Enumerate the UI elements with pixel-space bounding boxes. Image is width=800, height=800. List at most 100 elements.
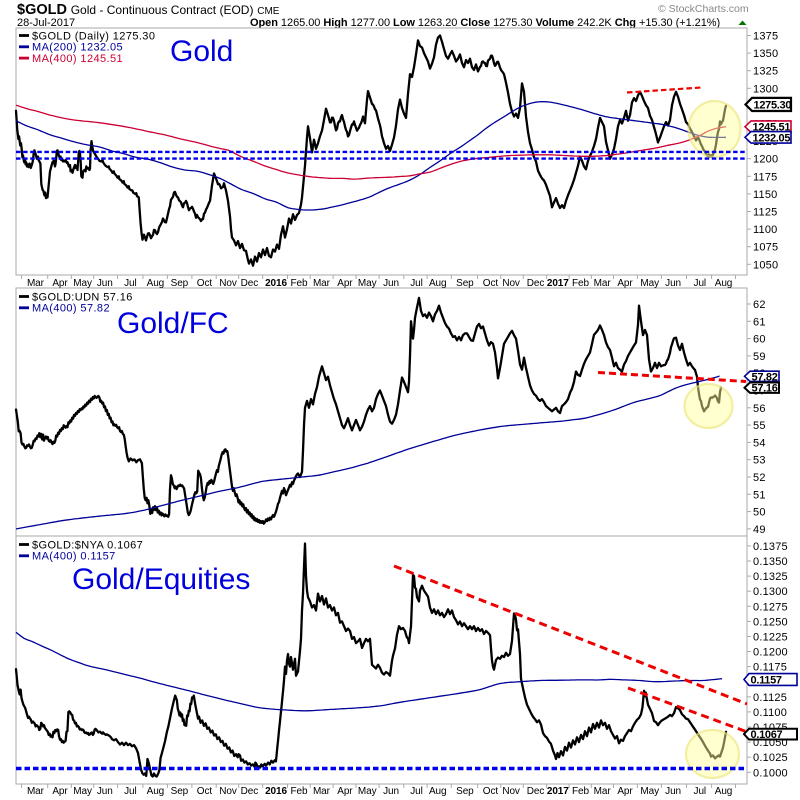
svg-text:Mar: Mar [594, 786, 612, 797]
svg-text:Jun: Jun [383, 786, 399, 797]
svg-text:0.1225: 0.1225 [753, 632, 788, 644]
svg-text:Jun: Jun [665, 786, 681, 797]
svg-text:1325: 1325 [753, 66, 778, 78]
svg-text:May: May [73, 278, 92, 289]
svg-text:49: 49 [753, 524, 766, 536]
svg-text:1150: 1150 [753, 189, 777, 201]
svg-text:Aug: Aug [715, 278, 733, 289]
svg-text:Dec: Dec [241, 786, 259, 797]
svg-text:57.16: 57.16 [752, 383, 778, 395]
svg-text:Jun: Jun [665, 278, 681, 289]
svg-text:0.1025: 0.1025 [753, 752, 788, 764]
svg-text:$GOLD:$NYA 0.1067: $GOLD:$NYA 0.1067 [32, 539, 143, 551]
svg-text:$GOLD (Daily) 1275.30: $GOLD (Daily) 1275.30 [32, 30, 155, 42]
svg-text:Apr: Apr [337, 278, 353, 289]
svg-text:Oct: Oct [197, 786, 213, 797]
svg-text:Jul: Jul [124, 278, 136, 289]
svg-text:Jun: Jun [97, 278, 113, 289]
svg-text:Feb: Feb [291, 786, 308, 797]
svg-text:Oct: Oct [483, 786, 499, 797]
svg-text:Aug: Aug [429, 278, 447, 289]
svg-text:Feb: Feb [572, 278, 589, 289]
svg-text:Gold: Gold [170, 35, 233, 68]
svg-text:0.1157: 0.1157 [751, 675, 782, 687]
svg-text:MA(400) 0.1157: MA(400) 0.1157 [32, 551, 116, 563]
svg-text:May: May [640, 278, 659, 289]
svg-text:1300: 1300 [753, 83, 778, 95]
svg-text:Jul: Jul [410, 786, 422, 797]
svg-text:Gold/FC: Gold/FC [117, 307, 229, 340]
svg-text:0.1300: 0.1300 [753, 586, 788, 598]
svg-text:Feb: Feb [291, 278, 308, 289]
svg-text:Apr: Apr [617, 786, 633, 797]
svg-text:Gold/Equities: Gold/Equities [72, 563, 250, 596]
svg-text:Jul: Jul [694, 278, 706, 289]
svg-text:0.1067: 0.1067 [751, 729, 783, 741]
svg-text:0.1100: 0.1100 [753, 707, 787, 719]
svg-text:2017: 2017 [547, 278, 569, 289]
svg-text:1232.05: 1232.05 [753, 132, 791, 144]
svg-text:59: 59 [753, 351, 766, 363]
svg-text:50: 50 [753, 507, 766, 519]
svg-text:Mar: Mar [313, 786, 331, 797]
svg-text:Mar: Mar [594, 278, 612, 289]
svg-text:Mar: Mar [27, 786, 45, 797]
svg-text:0.1375: 0.1375 [753, 541, 788, 553]
svg-text:0.1175: 0.1175 [753, 662, 787, 674]
svg-text:1200: 1200 [753, 154, 778, 166]
svg-text:Oct: Oct [197, 278, 213, 289]
svg-text:1050: 1050 [753, 259, 778, 271]
svg-text:Sep: Sep [456, 278, 474, 289]
svg-text:56: 56 [753, 403, 766, 415]
svg-text:Dec: Dec [241, 278, 259, 289]
svg-text:0.1125: 0.1125 [753, 692, 787, 704]
svg-text:60: 60 [753, 334, 766, 346]
svg-text:0.1325: 0.1325 [753, 571, 788, 583]
svg-text:61: 61 [753, 316, 766, 328]
svg-text:May: May [358, 278, 377, 289]
svg-text:55: 55 [753, 420, 766, 432]
svg-text:$GOLD:UDN 57.16: $GOLD:UDN 57.16 [32, 291, 133, 303]
svg-text:Apr: Apr [617, 278, 633, 289]
svg-text:Aug: Aug [147, 786, 165, 797]
svg-text:1125: 1125 [753, 207, 777, 219]
svg-text:2016: 2016 [265, 786, 287, 797]
svg-text:0.1250: 0.1250 [753, 616, 788, 628]
svg-text:Aug: Aug [429, 786, 447, 797]
svg-text:1245.51: 1245.51 [753, 122, 791, 134]
svg-text:Apr: Apr [52, 786, 68, 797]
svg-text:Apr: Apr [337, 786, 353, 797]
svg-text:Jun: Jun [383, 278, 399, 289]
svg-text:Sep: Sep [171, 786, 189, 797]
svg-text:Apr: Apr [52, 278, 68, 289]
svg-text:0.1275: 0.1275 [753, 601, 788, 613]
svg-text:Nov: Nov [502, 786, 520, 797]
svg-text:Feb: Feb [572, 786, 589, 797]
svg-text:MA(400) 57.82: MA(400) 57.82 [32, 303, 110, 315]
svg-text:Jun: Jun [97, 786, 113, 797]
svg-text:Dec: Dec [527, 786, 545, 797]
svg-text:Mar: Mar [27, 278, 45, 289]
svg-text:Sep: Sep [171, 278, 189, 289]
svg-text:Nov: Nov [219, 278, 237, 289]
svg-text:1275.30: 1275.30 [754, 100, 792, 112]
svg-text:1075: 1075 [753, 242, 778, 254]
svg-text:Mar: Mar [313, 278, 331, 289]
svg-text:54: 54 [753, 437, 766, 449]
svg-text:Nov: Nov [502, 278, 520, 289]
svg-text:1175: 1175 [753, 171, 777, 183]
svg-text:MA(400) 1245.51: MA(400) 1245.51 [32, 53, 123, 65]
svg-text:57.82: 57.82 [752, 371, 778, 383]
svg-text:1375: 1375 [753, 31, 778, 43]
svg-text:2016: 2016 [265, 278, 287, 289]
svg-text:2017: 2017 [547, 786, 569, 797]
svg-text:62: 62 [753, 299, 766, 311]
svg-text:Aug: Aug [715, 786, 733, 797]
svg-text:0.1200: 0.1200 [753, 647, 788, 659]
svg-text:May: May [640, 786, 659, 797]
svg-text:Jul: Jul [410, 278, 422, 289]
svg-text:Dec: Dec [527, 278, 545, 289]
svg-text:53: 53 [753, 455, 766, 467]
svg-text:Jul: Jul [694, 786, 706, 797]
svg-text:May: May [73, 786, 92, 797]
